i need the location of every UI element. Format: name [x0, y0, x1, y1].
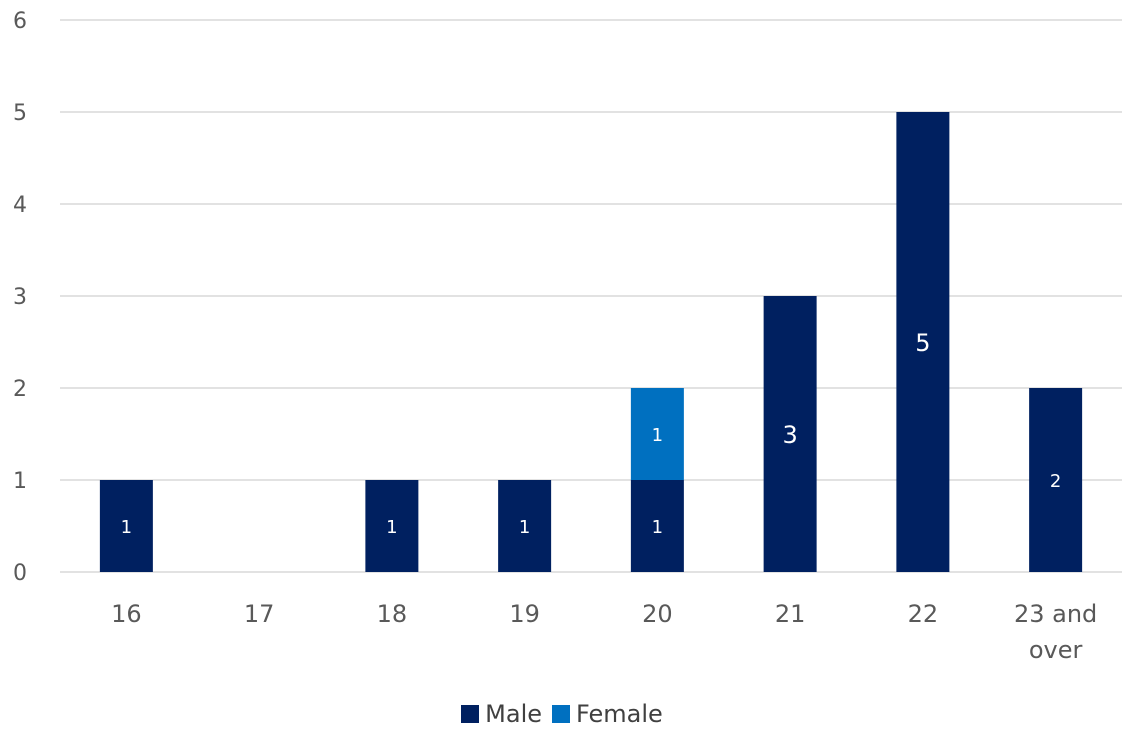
- y-axis-tick-labels: 0 1 2 3 4 5 6: [13, 9, 27, 586]
- legend-item-female: Female: [552, 700, 663, 728]
- legend-label-female: Female: [576, 700, 663, 728]
- x-tick-label: 18: [377, 600, 408, 628]
- x-tick-label: 22: [908, 600, 939, 628]
- data-label: 1: [386, 517, 397, 538]
- bar-male-21: [763, 296, 817, 572]
- data-label: 5: [915, 329, 930, 357]
- gridlines: [60, 19, 1122, 573]
- x-tick-label: 23 and over: [1014, 600, 1097, 664]
- x-tick-label: 19: [509, 600, 540, 628]
- bar-male-19: [498, 480, 552, 572]
- data-labels: 1 1 1 1 1 3 5 2: [121, 329, 1062, 538]
- data-label: 1: [652, 425, 663, 446]
- data-label: 3: [782, 421, 797, 449]
- bar-male-18: [365, 480, 419, 572]
- data-label: 1: [519, 517, 530, 538]
- x-tick-label: 20: [642, 600, 673, 628]
- bar-male-22: [896, 112, 950, 572]
- x-tick-label: 17: [244, 600, 275, 628]
- bar-male-23-and-over: [1029, 388, 1083, 572]
- bars: [99, 112, 1083, 572]
- legend-item-male: Male: [461, 700, 542, 728]
- y-tick-label: 1: [13, 469, 27, 494]
- y-tick-label: 2: [13, 377, 27, 402]
- x-axis-tick-labels: 16 17 18 19 20 21 22 23 and over: [111, 600, 1097, 664]
- y-tick-label: 5: [13, 101, 27, 126]
- x-tick-label: 21: [775, 600, 806, 628]
- y-tick-label: 4: [13, 193, 27, 218]
- y-tick-label: 3: [13, 285, 27, 310]
- legend-swatch-female: [552, 705, 571, 723]
- legend-label-male: Male: [485, 700, 543, 728]
- data-label: 1: [121, 517, 132, 538]
- y-tick-label: 0: [13, 561, 27, 586]
- legend-swatch-male: [461, 705, 480, 723]
- legend: Male Female: [0, 700, 1124, 728]
- data-label: 2: [1050, 471, 1061, 492]
- bar-male-20: [630, 480, 684, 572]
- x-tick-label: 16: [111, 600, 142, 628]
- bar-male-16: [99, 480, 153, 572]
- data-label: 1: [652, 517, 663, 538]
- bar-female-20: [630, 388, 684, 480]
- bar-chart: 0 1 2 3 4 5 6 1 1 1 1 1 3 5 2 16 17 18 19 20 21 22 23 and ove…: [13, 9, 1122, 664]
- y-tick-label: 6: [13, 9, 27, 34]
